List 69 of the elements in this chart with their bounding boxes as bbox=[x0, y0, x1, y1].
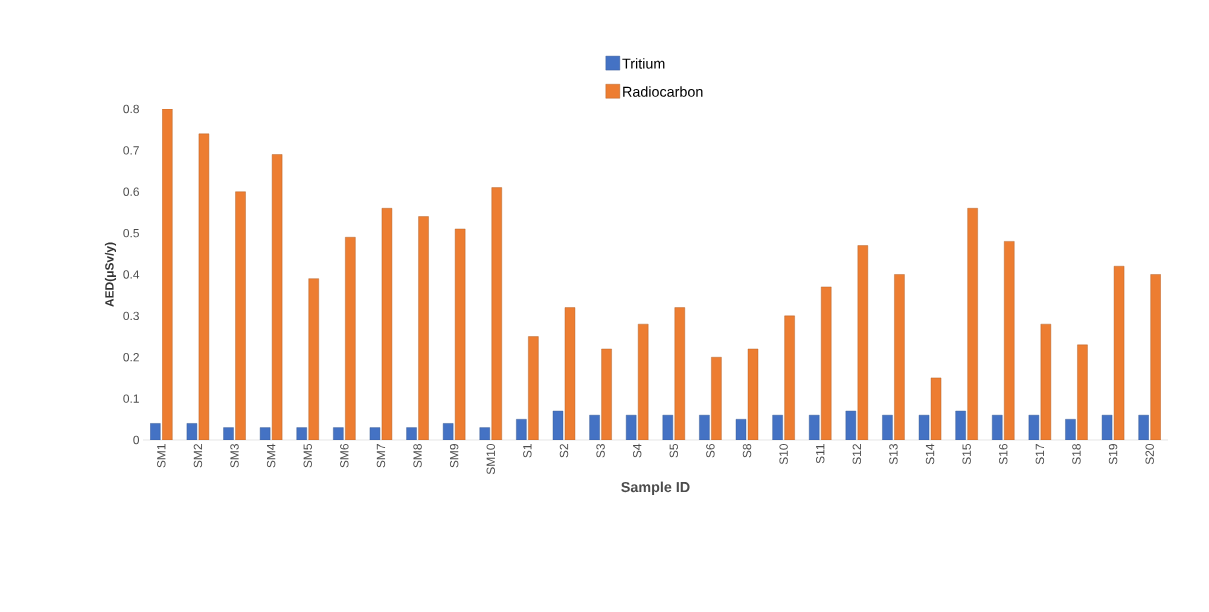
x-tick-label: SM10 bbox=[486, 443, 495, 475]
bar bbox=[747, 348, 759, 440]
bar bbox=[784, 315, 795, 440]
y-tick-label: 0.3 bbox=[123, 311, 139, 321]
bar bbox=[711, 357, 722, 440]
x-tick-label: S14 bbox=[925, 443, 935, 465]
bar bbox=[821, 286, 832, 440]
y-tick-label: 0.5 bbox=[123, 228, 139, 238]
x-tick-label: S18 bbox=[1072, 444, 1081, 465]
bar bbox=[308, 278, 319, 440]
x-tick-label: S6 bbox=[706, 444, 715, 458]
bar bbox=[674, 307, 685, 440]
bar bbox=[1113, 266, 1125, 440]
x-tick-label: S17 bbox=[1035, 444, 1045, 465]
x-tick-label: SM3 bbox=[230, 444, 239, 468]
x-tick-label: S1 bbox=[523, 444, 532, 458]
x-tick-label: S11 bbox=[815, 444, 825, 464]
x-tick-label: SM9 bbox=[449, 444, 459, 468]
bar bbox=[967, 208, 978, 440]
x-tick-label: S19 bbox=[1108, 444, 1118, 465]
x-tick-label: S13 bbox=[889, 444, 898, 465]
bar bbox=[162, 109, 173, 440]
x-tick-label: SM7 bbox=[376, 444, 386, 468]
x-tick-label: SM6 bbox=[340, 444, 349, 468]
bar bbox=[528, 336, 539, 440]
x-tick-label: S3 bbox=[596, 444, 605, 458]
x-tick-label: SM4 bbox=[266, 443, 276, 468]
bar bbox=[894, 274, 905, 440]
bar bbox=[1040, 323, 1052, 440]
bar bbox=[345, 237, 356, 440]
bar bbox=[930, 377, 942, 440]
x-tick-label: S12 bbox=[852, 444, 862, 465]
bar bbox=[564, 307, 576, 440]
bar bbox=[454, 228, 466, 440]
bar bbox=[1004, 241, 1015, 440]
bar bbox=[271, 154, 283, 440]
x-tick-label: S8 bbox=[742, 444, 752, 458]
x-tick-label: SM5 bbox=[303, 444, 312, 468]
x-tick-label: S4 bbox=[632, 443, 642, 458]
bar bbox=[601, 348, 612, 440]
x-tick-label: S16 bbox=[999, 444, 1008, 465]
x-tick-label: SM2 bbox=[193, 444, 203, 468]
bar bbox=[1077, 344, 1088, 440]
legend-label: Tritium bbox=[622, 58, 665, 69]
x-tick-label: S10 bbox=[779, 443, 788, 465]
bar bbox=[381, 208, 393, 440]
y-axis-title: AED(μSv/y) bbox=[104, 242, 117, 307]
bar bbox=[418, 216, 429, 440]
x-tick-label: S20 bbox=[1145, 443, 1154, 465]
y-tick-label: 0.1 bbox=[123, 394, 139, 403]
x-tick-label: S2 bbox=[559, 444, 569, 458]
x-tick-label: S15 bbox=[962, 444, 971, 465]
legend-label: Radiocarbon bbox=[623, 86, 703, 97]
y-tick-label: 0.7 bbox=[123, 146, 139, 155]
x-tick-label: S5 bbox=[669, 444, 679, 458]
bar bbox=[637, 323, 649, 440]
y-tick-label: 0.8 bbox=[123, 104, 139, 114]
x-tick-label: SM1 bbox=[157, 444, 166, 468]
bar bbox=[1150, 274, 1161, 440]
bar bbox=[857, 245, 869, 440]
y-tick-label: 0.4 bbox=[123, 270, 140, 279]
x-tick-label: SM8 bbox=[413, 444, 422, 468]
y-tick-label: 0.6 bbox=[123, 187, 139, 196]
x-axis-title: Sample ID bbox=[621, 481, 690, 495]
y-tick-label: 0 bbox=[133, 435, 140, 445]
y-tick-label: 0.2 bbox=[123, 353, 139, 362]
bar bbox=[491, 187, 502, 440]
bar bbox=[198, 133, 210, 440]
bar bbox=[235, 191, 246, 440]
